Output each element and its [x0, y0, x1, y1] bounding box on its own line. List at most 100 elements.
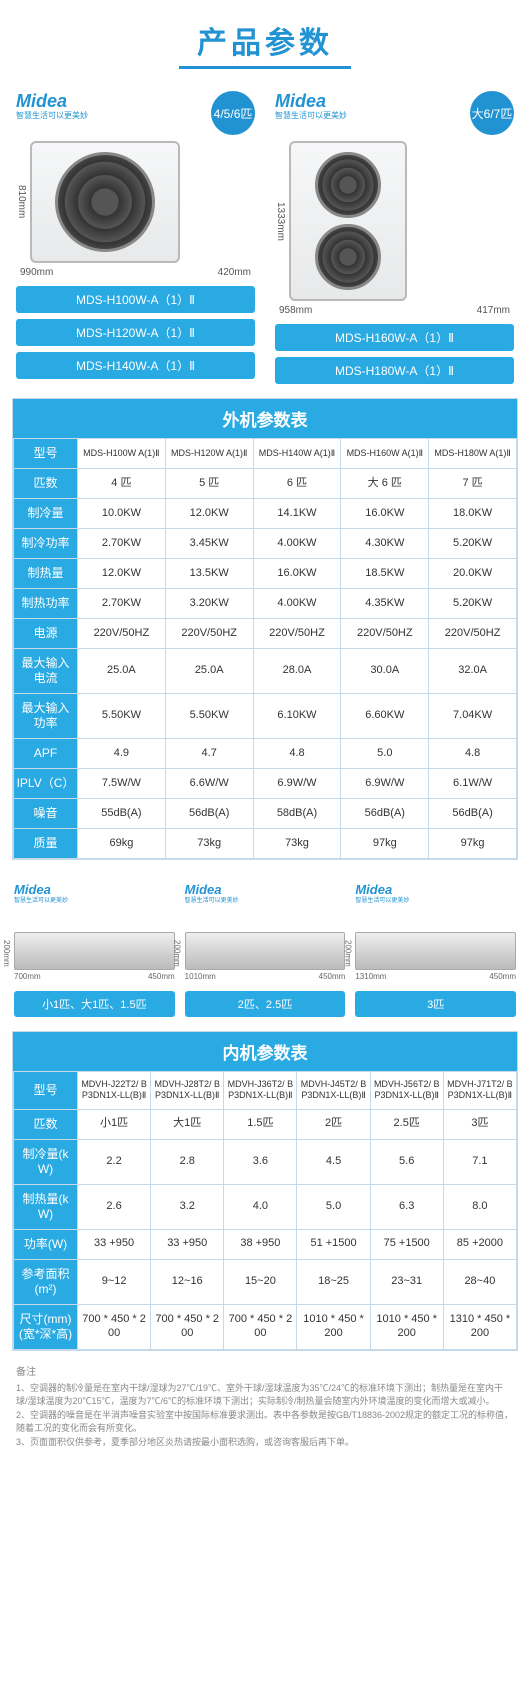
table-row: 制热功率2.70KW3.20KW4.00KW4.35KW5.20KW — [14, 589, 517, 619]
depth-label: 420mm — [218, 267, 251, 278]
table-cell: 18.0KW — [429, 499, 517, 529]
brand-row: Midea 智慧生活可以更美妙 4/5/6匹 — [16, 91, 255, 135]
table-cell: MDVH-J56T2/ BP3DN1X-LL(B)Ⅱ — [370, 1072, 443, 1110]
table-cell: 2.70KW — [78, 589, 166, 619]
table-cell: 25.0A — [165, 649, 253, 694]
duct-unit — [185, 932, 346, 970]
table-cell: MDS-H140W A(1)Ⅱ — [253, 439, 341, 469]
row-header: 制冷量 — [14, 499, 78, 529]
table-cell: 38 +950 — [224, 1229, 297, 1259]
outdoor-table-wrap: 外机参数表 型号MDS-H100W A(1)ⅡMDS-H120W A(1)ⅡMD… — [12, 398, 518, 860]
row-header: IPLV（C） — [14, 769, 78, 799]
table-cell: 33 +950 — [78, 1229, 151, 1259]
table-cell: MDVH-J45T2/ BP3DN1X-LL(B)Ⅱ — [297, 1072, 370, 1110]
width-label: 958mm — [279, 305, 312, 316]
row-header: 尺寸(mm) (宽*深*高) — [14, 1304, 78, 1349]
table-cell: 12.0KW — [78, 559, 166, 589]
table-cell: 85 +2000 — [443, 1229, 516, 1259]
table-cell: 220V/50HZ — [429, 619, 517, 649]
table-row: 制冷量(kW)2.22.83.64.55.67.1 — [14, 1139, 517, 1184]
table-row: 参考面积(m²)9~1212~1615~2018~2523~3128~40 — [14, 1259, 517, 1304]
table-row: 型号MDVH-J22T2/ BP3DN1X-LL(B)ⅡMDVH-J28T2/ … — [14, 1072, 517, 1110]
table-row: 噪音55dB(A)56dB(A)58dB(A)56dB(A)56dB(A) — [14, 799, 517, 829]
table-cell: 7 匹 — [429, 469, 517, 499]
duct-unit — [14, 932, 175, 970]
depth-label: 450mm — [148, 972, 175, 981]
table-cell: 4.0 — [224, 1184, 297, 1229]
table-row: 匹数4 匹5 匹6 匹大 6 匹7 匹 — [14, 469, 517, 499]
height-label: 810mm — [16, 185, 27, 218]
model-pill: MDS-H160W-A（1）Ⅱ — [275, 324, 514, 351]
table-cell: 18~25 — [297, 1259, 370, 1304]
table-cell: 4.9 — [78, 739, 166, 769]
table-cell: 14.1KW — [253, 499, 341, 529]
table-cell: MDS-H100W A(1)Ⅱ — [78, 439, 166, 469]
table-cell: 小1匹 — [78, 1109, 151, 1139]
table-cell: 5.50KW — [165, 694, 253, 739]
table-cell: 7.04KW — [429, 694, 517, 739]
table-cell: 73kg — [165, 829, 253, 859]
row-header: 制冷量(kW) — [14, 1139, 78, 1184]
table-cell: 12~16 — [151, 1259, 224, 1304]
table-cell: 5.20KW — [429, 589, 517, 619]
indoor-table-title: 内机参数表 — [13, 1032, 517, 1071]
table-cell: 4 匹 — [78, 469, 166, 499]
table-cell: 55dB(A) — [78, 799, 166, 829]
indoor-product: Midea 智慧生活可以更美妙 200mm 1010mm450mm 2匹、2.5… — [185, 882, 346, 1017]
table-cell: 28~40 — [443, 1259, 516, 1304]
fan-icon — [315, 152, 381, 218]
table-row: 尺寸(mm) (宽*深*高)700 * 450 * 200700 * 450 *… — [14, 1304, 517, 1349]
row-header: 最大输入功率 — [14, 694, 78, 739]
indoor-table-wrap: 内机参数表 型号MDVH-J22T2/ BP3DN1X-LL(B)ⅡMDVH-J… — [12, 1031, 518, 1351]
brand-tagline: 智慧生活可以更美妙 — [14, 895, 175, 904]
table-cell: 16.0KW — [253, 559, 341, 589]
table-cell: 5.50KW — [78, 694, 166, 739]
table-cell: 7.5W/W — [78, 769, 166, 799]
table-cell: 3.2 — [151, 1184, 224, 1229]
model-pills: MDS-H160W-A（1）ⅡMDS-H180W-A（1）Ⅱ — [275, 316, 514, 384]
brand-row: Midea 智慧生活可以更美妙 大6/7匹 — [275, 91, 514, 135]
indoor-unit-image: 200mm 1010mm450mm — [185, 932, 346, 981]
outdoor-table: 型号MDS-H100W A(1)ⅡMDS-H120W A(1)ⅡMDS-H140… — [13, 438, 517, 859]
row-header: 匹数 — [14, 469, 78, 499]
table-cell: 56dB(A) — [165, 799, 253, 829]
table-cell: 大1匹 — [151, 1109, 224, 1139]
brand-tagline: 智慧生活可以更美妙 — [16, 110, 88, 121]
brand-tagline: 智慧生活可以更美妙 — [275, 110, 347, 121]
table-cell: 7.1 — [443, 1139, 516, 1184]
model-pills: MDS-H100W-A（1）ⅡMDS-H120W-A（1）ⅡMDS-H140W-… — [16, 278, 255, 379]
table-cell: 51 +1500 — [297, 1229, 370, 1259]
outdoor-product: Midea 智慧生活可以更美妙 大6/7匹 1333mm 958mm417mm … — [275, 91, 514, 384]
notes-title: 备注 — [16, 1365, 514, 1380]
table-cell: 5.6 — [370, 1139, 443, 1184]
table-cell: 25.0A — [78, 649, 166, 694]
fan-icon — [315, 224, 381, 290]
unit-box — [289, 141, 407, 301]
table-cell: 220V/50HZ — [78, 619, 166, 649]
table-cell: 2.8 — [151, 1139, 224, 1184]
table-cell: 2.6 — [78, 1184, 151, 1229]
table-cell: 4.30KW — [341, 529, 429, 559]
dim-row: 1010mm450mm — [185, 972, 346, 981]
outdoor-table-title: 外机参数表 — [13, 399, 517, 438]
depth-label: 417mm — [477, 305, 510, 316]
table-cell: 3匹 — [443, 1109, 516, 1139]
table-cell: 2.2 — [78, 1139, 151, 1184]
note-line: 3、页面面积仅供参考，夏季部分地区炎热请按最小面积选购，或咨询客服后再下单。 — [16, 1436, 514, 1450]
row-header: 电源 — [14, 619, 78, 649]
table-cell: 10.0KW — [78, 499, 166, 529]
table-cell: 6.9W/W — [341, 769, 429, 799]
dim-row: 958mm 417mm — [275, 305, 514, 316]
table-cell: 2.5匹 — [370, 1109, 443, 1139]
row-header: 最大输入电流 — [14, 649, 78, 694]
table-cell: 6.60KW — [341, 694, 429, 739]
row-header: 型号 — [14, 439, 78, 469]
table-row: 最大输入电流25.0A25.0A28.0A30.0A32.0A — [14, 649, 517, 694]
table-row: 功率(W)33 +95033 +95038 +95051 +150075 +15… — [14, 1229, 517, 1259]
height-label: 200mm — [343, 940, 352, 967]
table-row: 制冷功率2.70KW3.45KW4.00KW4.30KW5.20KW — [14, 529, 517, 559]
page-title: 产品参数 — [179, 18, 351, 69]
fan-icon — [55, 152, 155, 252]
table-cell: 700 * 450 * 200 — [151, 1304, 224, 1349]
table-cell: 2.70KW — [78, 529, 166, 559]
